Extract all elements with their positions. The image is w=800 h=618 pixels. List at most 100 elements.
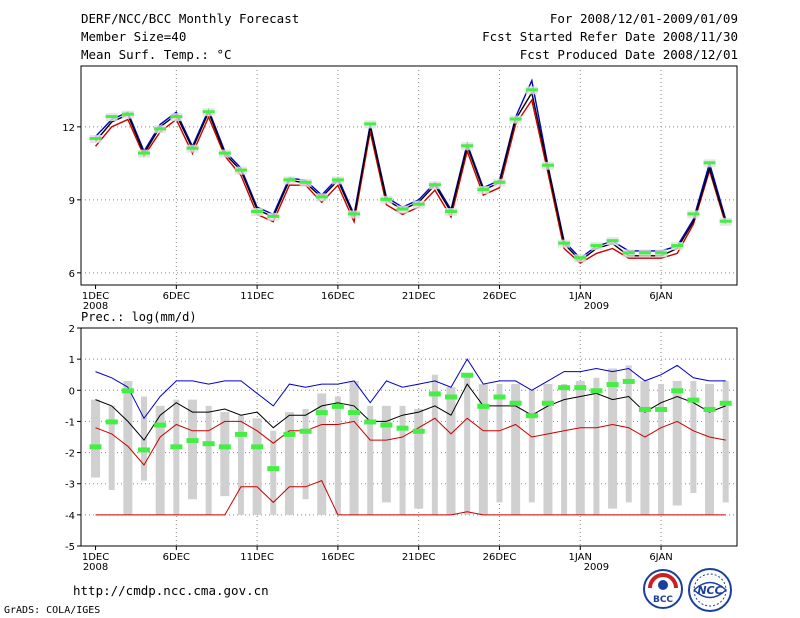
obs-marker [364, 122, 377, 126]
obs-marker [348, 410, 361, 416]
series-line-min [94, 98, 727, 264]
temperature-panel: 1DEC 6DEC 11DEC 16DEC 21DEC 26DEC 1JAN 6JAN 2008… [62, 65, 738, 312]
spread-bar [381, 405, 391, 503]
y-tick-label: -1 [65, 417, 75, 428]
spread-bar [252, 418, 262, 515]
obs-marker [703, 406, 716, 412]
obs-marker [638, 251, 651, 255]
obs-marker [138, 447, 151, 453]
spread-bar [220, 412, 230, 497]
start-date-label: Fcst Started Refer Date 2008/11/30 [482, 29, 738, 44]
obs-marker [541, 163, 554, 167]
obs-marker [445, 210, 458, 213]
spread-bar [284, 412, 294, 515]
spread-bar [608, 368, 618, 509]
obs-marker [525, 88, 538, 92]
obs-marker [315, 410, 328, 416]
obs-marker [606, 239, 619, 243]
obs-marker [558, 385, 571, 391]
obs-marker [202, 110, 215, 114]
obs-marker [396, 207, 409, 211]
obs-marker [558, 241, 571, 245]
obs-marker [655, 251, 668, 255]
obs-marker [234, 168, 247, 172]
y-tick-label: -3 [65, 480, 75, 491]
x-tick-label: 1DEC [82, 552, 109, 563]
obs-marker [331, 178, 344, 182]
y-tick-label: 12 [62, 123, 75, 134]
obs-marker [251, 210, 264, 213]
obs-marker [477, 403, 490, 409]
obs-marker [493, 180, 506, 184]
y-tick-label: 1 [69, 355, 75, 366]
y-tick-label: -4 [65, 511, 75, 522]
bcc-logo-text: BCC [653, 595, 673, 605]
spread-bar [640, 380, 650, 515]
obs-marker [89, 137, 102, 140]
obs-marker [154, 127, 167, 131]
x-tick-label: 6JAN [649, 291, 672, 302]
obs-marker [638, 406, 651, 412]
obs-marker [267, 214, 280, 218]
chart-title: DERF/NCC/BCC Monthly Forecast [81, 11, 300, 26]
y-tick-label: 9 [69, 196, 75, 207]
x-year-label: 2008 [83, 301, 108, 312]
x-year-label: 2009 [584, 301, 609, 312]
spread-bar [593, 377, 600, 515]
obs-marker [574, 256, 587, 260]
obs-marker [671, 244, 684, 248]
obs-marker [590, 244, 603, 248]
obs-marker [121, 112, 134, 116]
spread-bar [108, 405, 115, 490]
obs-marker [380, 197, 393, 201]
x-tick-label: 6DEC [163, 291, 190, 302]
precipitation-panel: 1DEC 6DEC 11DEC 16DEC 21DEC 26DEC 1JAN 6JAN 2008… [65, 324, 738, 573]
footer-url[interactable]: http://cmdp.ncc.cma.gov.cn [73, 583, 269, 598]
obs-marker [541, 400, 554, 406]
spread-bar [414, 408, 424, 509]
obs-marker [719, 219, 732, 223]
y-tick-label: 0 [69, 386, 75, 397]
series-line-max [94, 78, 727, 260]
obs-marker [428, 183, 441, 187]
obs-marker [348, 212, 361, 216]
spread-bar [625, 365, 632, 503]
x-tick-label: 1DEC [82, 291, 109, 302]
bcc-logo: BCC [643, 569, 683, 609]
obs-marker [622, 251, 635, 255]
x-year-label: 2009 [584, 562, 609, 573]
spread-bar [141, 396, 148, 481]
obs-marker [89, 444, 102, 450]
obs-marker [590, 388, 603, 394]
obs-marker [509, 400, 522, 406]
x-year-label: 2008 [83, 562, 108, 573]
spread-bar [496, 384, 503, 503]
plot-frame [80, 65, 738, 286]
spread-bar [722, 380, 729, 503]
spread-bar [270, 430, 277, 515]
produced-date-label: Fcst Produced Date 2008/12/01 [519, 47, 738, 62]
obs-marker [380, 422, 393, 428]
obs-marker [477, 188, 490, 192]
obs-marker [121, 388, 134, 394]
obs-marker [606, 382, 619, 388]
obs-marker [299, 180, 312, 184]
x-tick-label: 16DEC [321, 552, 355, 563]
spread-bar [237, 415, 244, 515]
y-tick-label: 6 [69, 269, 75, 280]
spread-bar [446, 387, 456, 515]
x-tick-label: 16DEC [321, 291, 355, 302]
spread-bar [317, 393, 327, 515]
obs-marker [218, 151, 231, 155]
spread-bar [302, 408, 309, 500]
x-tick-label: 21DEC [402, 291, 436, 302]
obs-marker [396, 425, 409, 431]
obs-marker [493, 394, 506, 400]
x-tick-label: 26DEC [483, 552, 517, 563]
spread-bar [543, 384, 553, 515]
x-tick-label: 6DEC [163, 552, 190, 563]
x-tick-label: 1JAN [569, 291, 592, 302]
series-line-min [95, 417, 726, 466]
spread-bar [511, 384, 521, 515]
